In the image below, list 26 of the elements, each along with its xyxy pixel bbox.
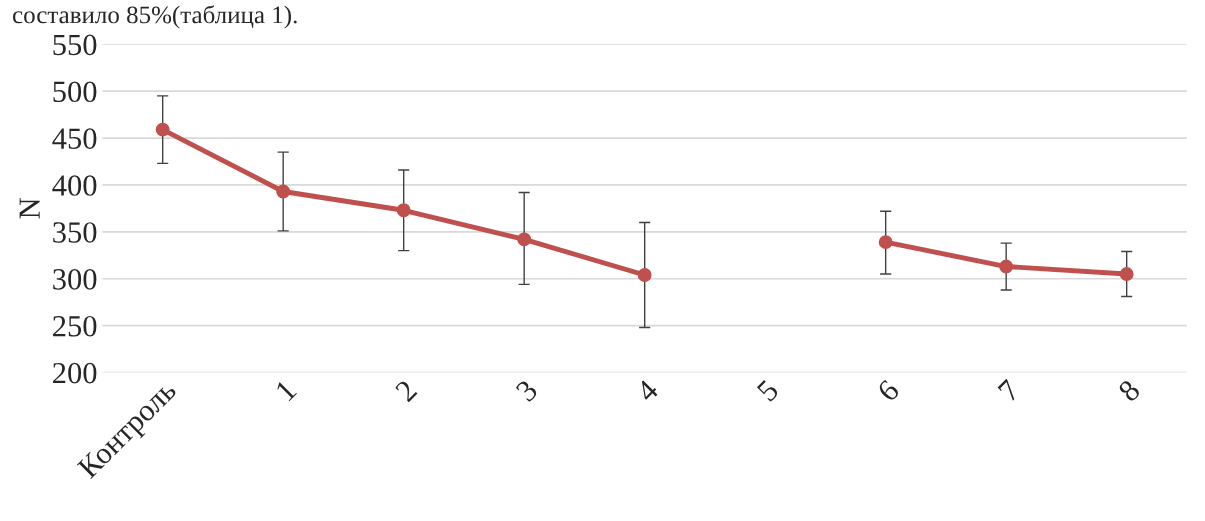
x-tick-label: 2 — [394, 379, 418, 403]
y-tick-label: 300 — [53, 269, 97, 290]
y-axis-title: N — [19, 198, 40, 219]
text: составило 85%(таблица 1). — [13, 5, 297, 29]
x-tick-label: 8 — [1117, 378, 1142, 403]
x-tick-label: 1 — [275, 379, 297, 402]
y-tick-label: 500 — [53, 81, 97, 103]
point — [999, 259, 1014, 274]
x-tick-label: 7 — [997, 378, 1021, 402]
y-tick-label: 250 — [53, 315, 97, 337]
x-tick-label: 5 — [756, 379, 780, 403]
point — [637, 268, 652, 282]
x-tick-label: 4 — [635, 378, 660, 403]
y-tick-label: 350 — [53, 222, 97, 243]
point — [878, 235, 893, 250]
point — [276, 184, 291, 199]
y-tick-label: 200 — [53, 362, 97, 384]
point — [396, 203, 411, 218]
y-tick-label: 450 — [52, 128, 97, 149]
x-tick-label: 6 — [876, 378, 901, 403]
x-tick-label: 3 — [515, 378, 539, 403]
point — [1119, 267, 1134, 281]
y-tick-label: 400 — [52, 175, 97, 196]
point — [517, 232, 532, 247]
y-tick-label: 550 — [53, 34, 97, 56]
point — [155, 122, 170, 137]
